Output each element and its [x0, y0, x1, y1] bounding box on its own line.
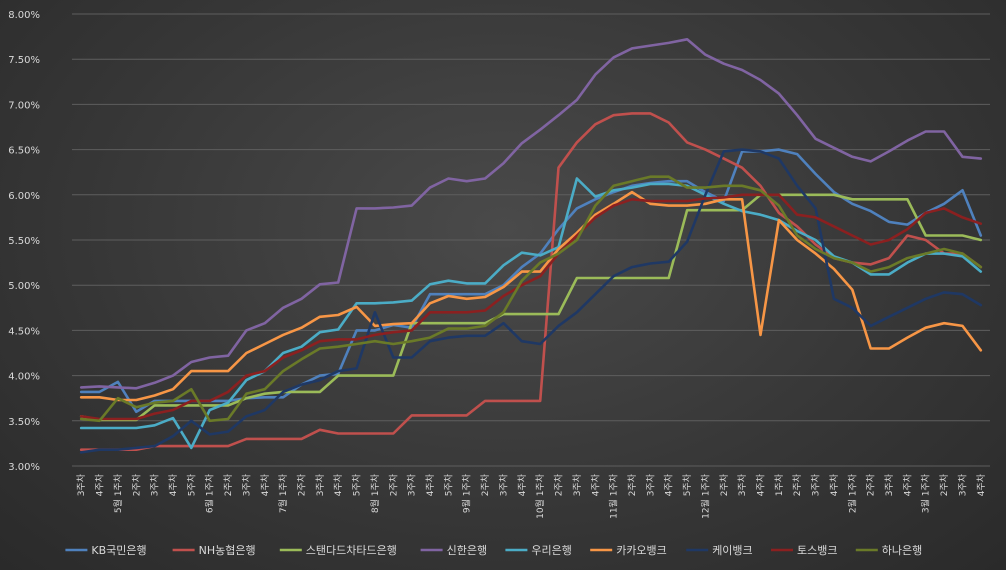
- x-tick-label: 2주차: [387, 473, 399, 496]
- x-tick-label: 4주차: [332, 473, 344, 496]
- x-tick-label: 3주차: [314, 473, 326, 496]
- y-tick-label: 5.50%: [8, 236, 40, 247]
- y-tick-label: 5.00%: [8, 281, 40, 292]
- legend-label: 스탠다드차타드은행: [306, 544, 397, 557]
- x-tick-label: 2주차: [222, 473, 234, 496]
- x-tick-label: 2주차: [791, 473, 803, 496]
- y-tick-label: 3.00%: [8, 462, 40, 473]
- y-tick-label: 4.50%: [8, 326, 40, 337]
- y-tick-label: 7.50%: [8, 55, 40, 66]
- legend-label: 하나은행: [882, 543, 922, 557]
- series-line-3: [79, 37, 983, 390]
- series-line-6: [79, 148, 983, 454]
- x-tick-label: 2주차: [130, 473, 142, 496]
- x-tick-label: 3주차: [571, 473, 583, 496]
- gridlines: [72, 13, 990, 467]
- x-tick-label: 4주차: [516, 473, 528, 496]
- y-axis-ticks: 3.00% 3.50% 4.00% 4.50% 5.00% 5.50% 6.00% 6.50%…: [8, 10, 40, 473]
- x-tick-label: 4주차: [589, 473, 601, 496]
- x-tick-label: 3주차: [956, 473, 968, 496]
- x-tick-label: 8월 1주차: [369, 473, 381, 513]
- legend-label: 카카오뱅크: [616, 544, 667, 557]
- x-tick-label: 3주차: [406, 473, 418, 496]
- y-tick-label: 6.50%: [8, 146, 40, 157]
- x-tick-label: 5주차: [681, 473, 693, 496]
- series-line-5: [79, 190, 983, 402]
- x-tick-label: 2주차: [626, 473, 638, 496]
- x-tick-label: 2주차: [553, 473, 565, 496]
- x-tick-label: 3주차: [883, 473, 895, 496]
- x-tick-label: 2주차: [296, 473, 308, 496]
- x-tick-label: 4주차: [901, 473, 913, 496]
- x-tick-label: 3주차: [75, 473, 87, 496]
- series-line-8: [79, 175, 983, 423]
- y-tick-label: 6.00%: [8, 191, 40, 202]
- x-tick-label: 4주차: [755, 473, 767, 496]
- y-tick-label: 8.00%: [8, 10, 40, 21]
- series-line-4: [79, 177, 983, 450]
- series-lines: [79, 37, 983, 454]
- series-line-2: [79, 193, 983, 422]
- x-tick-label: 4주차: [663, 473, 675, 496]
- x-tick-label: 4주차: [94, 473, 106, 496]
- x-tick-label: 3주차: [149, 473, 161, 496]
- y-tick-label: 4.00%: [8, 372, 40, 383]
- x-tick-label: 3주차: [644, 473, 656, 496]
- x-tick-label: 2주차: [479, 473, 491, 496]
- x-tick-label: 11월 1주차: [608, 473, 620, 519]
- series-line-7: [79, 193, 983, 421]
- x-tick-label: 3주차: [810, 473, 822, 496]
- x-tick-label: 12월 1주차: [699, 473, 711, 519]
- x-tick-label: 4주차: [424, 473, 436, 496]
- legend: KB국민은행 NH농협은행 스탠다드차타드은행 신한은행 우리은행 카카오뱅크 케이뱅크 토스…: [65, 543, 922, 557]
- y-tick-label: 3.50%: [8, 417, 40, 428]
- legend-label: 우리은행: [531, 544, 571, 557]
- legend-label: 신한은행: [447, 544, 487, 557]
- x-tick-label: 1주차: [773, 473, 785, 496]
- x-tick-label: 4주차: [259, 473, 271, 496]
- x-tick-label: 3주차: [240, 473, 252, 496]
- x-tick-label: 5주차: [351, 473, 363, 496]
- x-tick-label: 4주차: [975, 473, 987, 496]
- x-tick-label: 2주차: [718, 473, 730, 496]
- legend-label: KB국민은행: [91, 544, 146, 557]
- legend-label: 토스뱅크: [797, 544, 837, 557]
- x-tick-label: 7월 1주차: [277, 473, 289, 513]
- x-tick-label: 5주차: [442, 473, 454, 496]
- x-tick-label: 10월 1주차: [534, 473, 546, 519]
- x-tick-label: 3월 1주차: [920, 473, 932, 513]
- legend-label: 케이뱅크: [712, 544, 752, 557]
- x-tick-label: 6월 1주차: [204, 473, 216, 513]
- x-tick-label: 9월 1주차: [461, 473, 473, 513]
- x-tick-label: 5월 1주차: [112, 473, 124, 513]
- x-tick-label: 5주차: [185, 473, 197, 496]
- x-tick-label: 2주차: [938, 473, 950, 496]
- x-axis-ticks: 3주차 4주차 5월 1주차 2주차 3주차 4주차 5주차 6월 1주차 2주차 3주차 4주차 7…: [75, 473, 987, 519]
- x-tick-label: 2월 1주차: [846, 473, 858, 513]
- x-tick-label: 4주차: [167, 473, 179, 496]
- x-tick-label: 3주차: [497, 473, 509, 496]
- legend-label: NH농협은행: [199, 544, 256, 557]
- x-tick-label: 4주차: [828, 473, 840, 496]
- y-tick-label: 7.00%: [8, 100, 40, 111]
- x-tick-label: 3주차: [736, 473, 748, 496]
- x-tick-label: 2주차: [865, 473, 877, 496]
